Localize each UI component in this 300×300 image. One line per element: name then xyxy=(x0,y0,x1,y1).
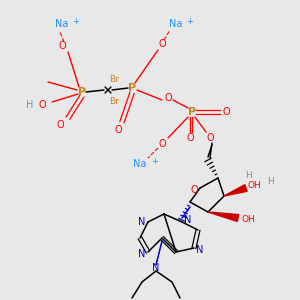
Text: Br: Br xyxy=(109,76,119,85)
Text: Na: Na xyxy=(55,19,69,29)
Text: O: O xyxy=(58,41,66,51)
Text: P: P xyxy=(128,83,136,93)
Text: OH: OH xyxy=(241,215,255,224)
Text: H: H xyxy=(244,172,251,181)
Text: N: N xyxy=(138,249,146,259)
Text: +: + xyxy=(187,17,194,26)
Text: O: O xyxy=(158,139,166,149)
Text: OH: OH xyxy=(247,182,261,190)
Text: N: N xyxy=(138,217,146,227)
Text: O: O xyxy=(190,185,198,195)
Text: N: N xyxy=(196,245,204,255)
Text: O: O xyxy=(164,93,172,103)
Text: N: N xyxy=(184,215,192,225)
Text: O: O xyxy=(206,133,214,143)
Text: Br: Br xyxy=(109,98,119,106)
Text: O: O xyxy=(158,39,166,49)
Text: N: N xyxy=(152,263,160,273)
Text: H: H xyxy=(267,178,273,187)
Text: +: + xyxy=(152,158,158,166)
Text: O: O xyxy=(56,120,64,130)
Polygon shape xyxy=(208,212,239,221)
Text: Na: Na xyxy=(169,19,183,29)
Text: Na: Na xyxy=(133,159,147,169)
Text: O: O xyxy=(186,133,194,143)
Text: O: O xyxy=(38,100,46,110)
Text: P: P xyxy=(188,107,196,117)
Text: +: + xyxy=(73,17,80,26)
Text: P: P xyxy=(78,87,86,97)
Text: O: O xyxy=(222,107,230,117)
Text: O: O xyxy=(114,125,122,135)
Polygon shape xyxy=(224,185,247,196)
Text: H: H xyxy=(26,100,34,110)
